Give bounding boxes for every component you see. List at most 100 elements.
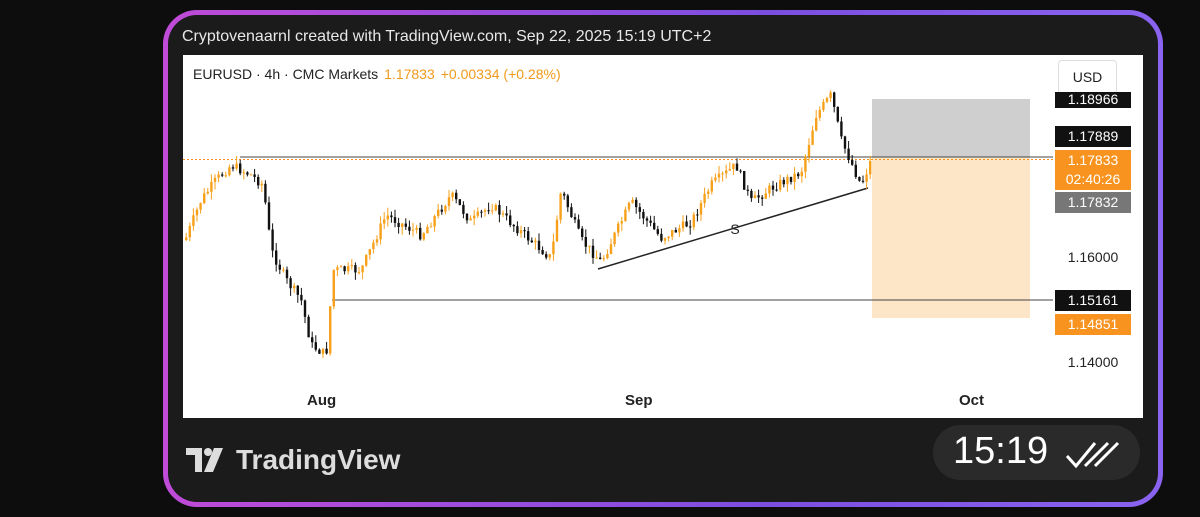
- candle: [289, 278, 292, 289]
- candle: [620, 221, 623, 224]
- candle: [199, 203, 202, 210]
- candle: [415, 227, 418, 230]
- candle: [725, 170, 728, 174]
- candle: [203, 193, 206, 204]
- candle: [271, 229, 274, 251]
- candle: [483, 210, 487, 212]
- candle: [350, 265, 353, 267]
- candle: [469, 218, 472, 221]
- candle: [739, 170, 742, 172]
- candle: [656, 229, 659, 234]
- candle: [429, 226, 433, 228]
- candle: [843, 136, 847, 149]
- candle: [296, 285, 299, 295]
- candle: [617, 223, 620, 233]
- candle: [480, 211, 483, 213]
- candle: [476, 211, 479, 216]
- candle: [667, 236, 670, 239]
- candle: [753, 195, 757, 199]
- candle: [195, 209, 199, 216]
- candle: [401, 223, 404, 227]
- candle: [635, 199, 638, 208]
- candle: [573, 217, 577, 220]
- candle: [228, 167, 231, 176]
- symbol-name: EURUSD · 4h · CMC Markets: [193, 66, 379, 82]
- candle: [246, 172, 249, 175]
- message-time: 15:19: [953, 430, 1049, 472]
- candle: [858, 176, 861, 181]
- candle: [717, 173, 721, 178]
- candle: [447, 197, 451, 207]
- candle: [206, 191, 209, 194]
- candle: [645, 218, 649, 221]
- candle: [800, 171, 803, 177]
- candle: [815, 117, 818, 131]
- candle: [185, 237, 188, 240]
- countdown: 02:40:26: [1055, 169, 1131, 190]
- candle: [465, 213, 469, 221]
- candle: [761, 197, 764, 199]
- caption: Cryptovenaarnl created with TradingView.…: [182, 28, 712, 45]
- candle: [408, 226, 411, 231]
- candle: [523, 230, 526, 232]
- candle: [314, 342, 317, 350]
- candle: [451, 192, 454, 198]
- candle: [192, 215, 195, 226]
- candle: [325, 348, 328, 354]
- candle: [293, 285, 296, 289]
- candle: [375, 239, 379, 243]
- candle: [307, 316, 310, 338]
- candle: [411, 229, 415, 231]
- currency-button[interactable]: USD: [1058, 60, 1117, 94]
- candle: [242, 172, 245, 174]
- candle: [869, 161, 872, 175]
- candle: [851, 160, 854, 165]
- candle: [840, 121, 843, 137]
- candle: [267, 202, 271, 230]
- candle: [782, 179, 785, 185]
- candle: [275, 250, 278, 265]
- candle: [671, 229, 674, 237]
- candle: [793, 173, 796, 182]
- candle: [771, 185, 775, 190]
- candle: [354, 265, 357, 273]
- candle: [260, 183, 263, 186]
- candle: [368, 249, 371, 255]
- candle: [437, 209, 440, 217]
- price-label: 1.18966: [1055, 92, 1131, 108]
- candle: [311, 337, 314, 343]
- candle: [577, 219, 580, 229]
- candle: [854, 164, 857, 177]
- candle: [581, 228, 584, 237]
- candle: [487, 210, 490, 212]
- candle: [300, 294, 303, 301]
- candle: [811, 130, 814, 145]
- candle: [743, 171, 746, 190]
- candle: [361, 265, 364, 273]
- candle: [779, 179, 782, 190]
- candle: [681, 221, 685, 229]
- price-label: 1.17832: [1055, 192, 1131, 213]
- candle: [865, 174, 868, 182]
- candle: [329, 306, 332, 354]
- candle: [584, 236, 587, 247]
- candle: [559, 193, 562, 220]
- price-label: 1.16000: [1067, 249, 1119, 265]
- candle: [685, 221, 688, 227]
- candle: [797, 173, 800, 177]
- annotation: S: [730, 221, 739, 237]
- candle: [847, 148, 850, 161]
- candle: [188, 225, 191, 238]
- candle: [807, 144, 811, 157]
- candle: [822, 101, 825, 110]
- candle: [836, 106, 839, 122]
- time-label: Sep: [625, 392, 653, 409]
- candle: [692, 214, 695, 228]
- candle: [404, 223, 407, 227]
- candle: [825, 98, 829, 102]
- candle: [393, 217, 397, 223]
- candle: [649, 220, 652, 223]
- candle: [829, 92, 832, 99]
- candle: [462, 204, 465, 214]
- candle: [530, 240, 533, 243]
